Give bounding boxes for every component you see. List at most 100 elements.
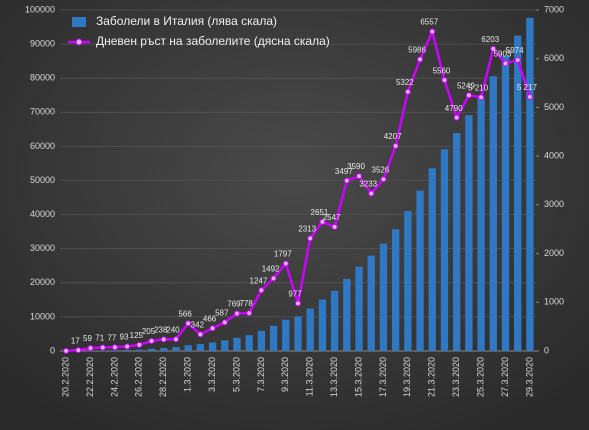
line-marker xyxy=(380,176,387,183)
data-label: 5903 xyxy=(494,50,512,59)
line-marker xyxy=(209,325,216,332)
bar xyxy=(391,229,400,351)
bar xyxy=(99,350,107,351)
y-tick-label: 60000 xyxy=(30,141,55,151)
line-marker xyxy=(172,336,179,343)
data-label: 2651 xyxy=(311,208,329,217)
data-label: 3526 xyxy=(372,165,390,174)
x-tick-label: 13.3.2020 xyxy=(329,357,339,397)
bar xyxy=(526,17,534,351)
data-label: 2313 xyxy=(298,224,316,233)
x-tick-label: 19.3.2020 xyxy=(402,357,412,397)
line-marker xyxy=(160,336,167,343)
data-label: 3590 xyxy=(347,162,365,171)
y-tick-label: 50000 xyxy=(30,175,55,185)
bar xyxy=(404,211,412,351)
bar xyxy=(147,348,156,351)
y2-tick-label: 2000 xyxy=(544,248,564,258)
y2-tick-label: 3000 xyxy=(544,199,564,209)
bar xyxy=(111,350,119,351)
data-label: 3233 xyxy=(359,180,377,189)
bar xyxy=(477,97,485,351)
bar xyxy=(428,168,436,351)
x-tick-label: 1.3.2020 xyxy=(183,357,193,392)
line-marker xyxy=(392,143,399,150)
bar xyxy=(221,340,229,351)
line-marker xyxy=(404,88,411,95)
data-label: 238 xyxy=(154,326,168,335)
y-tick-label: 40000 xyxy=(30,209,55,219)
bar xyxy=(343,278,351,351)
bar xyxy=(489,76,497,351)
line-marker xyxy=(246,310,253,317)
line-marker xyxy=(307,235,314,242)
legend-swatch xyxy=(75,38,83,46)
bar xyxy=(379,243,388,351)
bar xyxy=(135,349,143,351)
data-label: 5560 xyxy=(433,66,451,75)
y-tick-label: 0 xyxy=(50,345,55,355)
data-label: 3497 xyxy=(335,167,353,176)
line-marker xyxy=(136,341,143,348)
legend-label: Дневен ръст на заболелите (дясна скала) xyxy=(96,34,330,48)
x-tick-label: 29.3.2020 xyxy=(524,357,534,397)
line-marker xyxy=(368,190,375,197)
bar xyxy=(233,337,241,351)
x-tick-label: 3.3.2020 xyxy=(207,357,217,392)
x-tick-label: 15.3.2020 xyxy=(353,357,363,397)
bar xyxy=(355,266,363,351)
data-label: 240 xyxy=(166,325,180,334)
line-marker xyxy=(75,347,82,354)
data-label: 466 xyxy=(203,314,217,323)
bar xyxy=(172,347,180,351)
x-tick-label: 11.3.2020 xyxy=(305,357,315,396)
line-marker xyxy=(429,28,436,35)
line-marker xyxy=(441,77,448,84)
x-tick-label: 9.3.2020 xyxy=(280,357,290,392)
bar xyxy=(294,316,302,351)
line-marker xyxy=(185,320,192,327)
data-label: 1797 xyxy=(274,250,292,259)
bar xyxy=(514,35,522,352)
data-label: 5249 xyxy=(457,81,475,90)
x-tick-label: 7.3.2020 xyxy=(256,357,266,392)
data-label: 769 xyxy=(227,300,241,309)
y2-tick-label: 6000 xyxy=(544,53,564,63)
line-marker xyxy=(148,338,155,345)
x-tick-label: 27.3.2020 xyxy=(500,357,510,397)
data-label: 342 xyxy=(191,320,205,329)
line-marker xyxy=(221,319,228,326)
bar xyxy=(453,133,461,351)
line-marker xyxy=(197,331,204,338)
bar xyxy=(416,190,424,351)
data-label: 5986 xyxy=(408,46,426,55)
x-tick-label: 28.2.2020 xyxy=(158,357,168,397)
data-label: 5974 xyxy=(506,46,524,55)
data-label: 205 xyxy=(142,327,156,336)
line-marker xyxy=(343,177,350,184)
line-marker xyxy=(63,347,70,354)
y2-tick-label: 4000 xyxy=(544,151,564,161)
line-marker xyxy=(295,300,301,307)
bar xyxy=(318,299,327,351)
data-label: 977 xyxy=(288,290,302,299)
line-marker xyxy=(514,56,521,63)
bar xyxy=(257,330,266,351)
bar xyxy=(501,56,510,352)
line-marker xyxy=(124,343,131,350)
y-tick-label: 20000 xyxy=(30,277,55,287)
x-tick-label: 17.3.2020 xyxy=(378,357,388,397)
bar xyxy=(245,335,253,351)
data-label: 6203 xyxy=(481,35,499,44)
line-marker xyxy=(87,345,94,352)
y-tick-label: 100000 xyxy=(25,4,55,14)
y2-tick-label: 1000 xyxy=(544,297,564,307)
x-tick-label: 23.3.2020 xyxy=(451,357,461,397)
x-tick-label: 24.2.2020 xyxy=(109,357,119,397)
x-tick-label: 26.2.2020 xyxy=(134,357,144,397)
y-tick-label: 10000 xyxy=(30,311,55,321)
data-label: 6557 xyxy=(420,18,438,27)
line-marker xyxy=(99,344,106,351)
x-tick-label: 20.2.2020 xyxy=(60,357,70,397)
